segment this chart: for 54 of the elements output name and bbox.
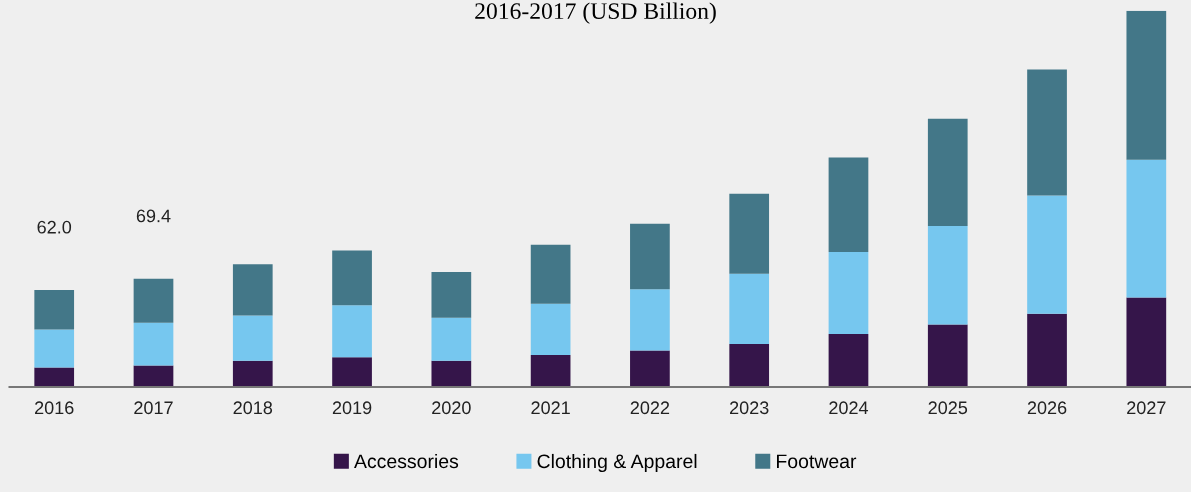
bar [133,365,174,387]
bar [828,157,869,252]
legend-label: Footwear [777,454,857,469]
bar [729,344,770,387]
bar [431,360,472,387]
legend-label: Clothing & Apparel [537,453,697,473]
bar [927,118,968,226]
bar [530,244,571,304]
bar [729,193,770,274]
x-tick-label: 2025 [928,401,968,415]
bar [332,357,372,387]
bar [133,322,174,366]
x-tick-label: 2021 [531,401,570,415]
x-tick-label: 2022 [630,401,670,415]
bar [1027,313,1067,387]
bar [1126,297,1167,387]
bar [34,289,75,330]
bar [232,264,273,316]
bar [332,250,372,306]
x-tick-label: 2017 [134,401,173,415]
x-tick-label: 2027 [1127,401,1166,415]
bar [630,350,670,387]
legend-label: Accessories [354,453,459,469]
bar [431,271,472,318]
bar [828,251,869,334]
bar [927,324,968,387]
annotation: 69.4 [136,209,171,223]
bar [530,303,571,356]
x-tick-label: 2020 [432,401,471,415]
bar [1126,159,1167,298]
x-tick-label: 2024 [829,401,869,415]
bar [729,273,770,345]
bar [530,355,571,387]
bar [332,305,372,358]
bar [431,317,472,361]
x-tick-label: 2018 [233,401,273,415]
bar [1027,69,1067,196]
bar [630,223,670,290]
x-tick-label: 2023 [730,401,769,415]
bar [232,315,273,361]
bar [34,367,75,387]
bar [34,329,75,368]
bar [1027,195,1067,314]
x-tick-label: 2026 [1027,401,1067,415]
x-tick-label: 2019 [332,401,372,415]
bar [630,289,670,351]
bar [828,333,869,387]
bar [232,360,273,387]
bar [927,226,968,325]
annotation: 62.0 [37,220,72,234]
x-tick-label: 2016 [35,401,74,415]
bar [133,278,174,323]
chart-title: 2016-2017 (USD Billion) [475,2,716,24]
bar [1126,10,1167,160]
